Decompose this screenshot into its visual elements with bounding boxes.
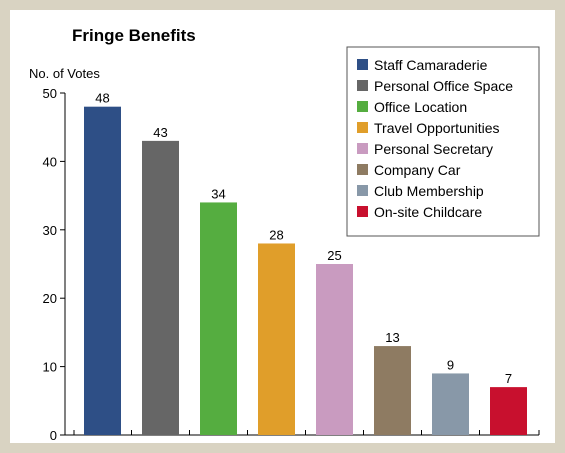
y-tick-label: 0	[50, 428, 57, 443]
y-tick-label: 10	[43, 360, 57, 375]
legend-swatch	[357, 164, 368, 175]
legend-swatch	[357, 101, 368, 112]
y-axis: 0 10 20 30 40 50	[43, 86, 66, 443]
bars	[84, 106, 527, 436]
bar	[200, 202, 237, 435]
data-label: 13	[385, 330, 399, 345]
legend-swatch	[357, 80, 368, 91]
legend-entry: Office Location	[374, 99, 467, 115]
bar	[84, 106, 121, 436]
y-tick-label: 50	[43, 86, 57, 101]
data-label: 48	[95, 91, 109, 106]
bar	[316, 264, 353, 435]
bar	[432, 373, 469, 435]
bar	[258, 243, 295, 435]
y-tick-label: 30	[43, 223, 57, 238]
bar	[142, 140, 179, 435]
legend: Staff Camaraderie Personal Office Space Of…	[346, 46, 540, 237]
legend-swatch	[357, 122, 368, 133]
legend-swatch	[357, 185, 368, 196]
legend-entry: Personal Secretary	[374, 141, 493, 157]
bar-chart: Fringe Benefits No. of Votes 0 10 20 30 40 50…	[29, 26, 540, 443]
data-label: 25	[327, 248, 341, 263]
bar	[374, 346, 411, 435]
data-labels: 48 43 34 28 25 13 9 7	[95, 91, 512, 386]
legend-entry: Company Car	[374, 162, 461, 178]
y-axis-label: No. of Votes	[29, 66, 100, 81]
data-label: 7	[505, 371, 512, 386]
legend-box	[346, 46, 540, 237]
legend-swatch	[357, 143, 368, 154]
chart-title: Fringe Benefits	[72, 26, 196, 45]
legend-swatch	[357, 206, 368, 217]
data-label: 43	[153, 125, 167, 140]
data-label: 9	[447, 357, 454, 372]
legend-swatch	[357, 59, 368, 70]
legend-entry: Travel Opportunities	[374, 120, 500, 136]
y-tick-label: 20	[43, 291, 57, 306]
legend-entry: Staff Camaraderie	[374, 57, 488, 73]
legend-entry: On-site Childcare	[374, 204, 482, 220]
data-label: 34	[211, 186, 225, 201]
legend-entry: Club Membership	[374, 183, 484, 199]
data-label: 28	[269, 227, 283, 242]
legend-entry: Personal Office Space	[374, 78, 513, 94]
bar	[490, 387, 527, 435]
y-tick-label: 40	[43, 154, 57, 169]
